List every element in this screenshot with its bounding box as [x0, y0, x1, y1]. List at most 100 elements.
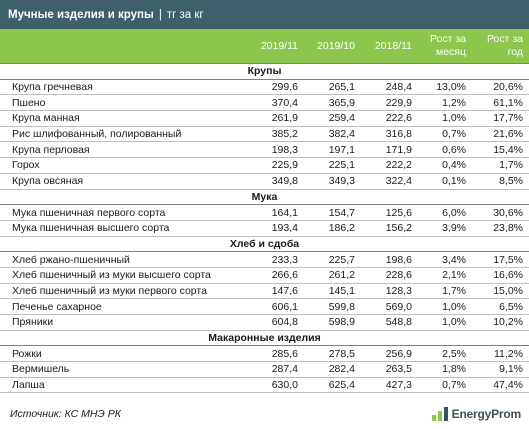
product-name: Пряники — [0, 314, 236, 331]
price-2019-10: 225,7 — [298, 251, 355, 268]
price-2019-11: 604,8 — [236, 314, 298, 331]
month-growth: 3,9% — [412, 220, 466, 237]
table-row: Хлеб пшеничный из муки первого сорта 147,… — [0, 283, 529, 300]
row-padding — [523, 298, 529, 315]
price-2019-10: 186,2 — [298, 220, 355, 237]
column-header-2019-11: 2019/11 — [260, 39, 298, 52]
product-name: Хлеб ржано-пшеничный — [0, 251, 236, 268]
year-growth: 6,5% — [466, 298, 523, 315]
product-name: Крупа перловая — [0, 141, 236, 159]
price-2018-11: 128,3 — [355, 283, 412, 300]
column-header-2018-11: 2018/11 — [374, 39, 412, 52]
product-name: Крупа гречневая — [0, 79, 236, 96]
month-growth: 0,6% — [412, 141, 466, 159]
table-title: Мучные изделия и крупы — [8, 8, 154, 21]
table-row: Горох 225,9 225,1 222,2 0,4% 1,7% — [0, 157, 529, 174]
month-growth: 1,0% — [412, 314, 466, 331]
month-growth: 3,4% — [412, 251, 466, 268]
table-row: Мука пшеничная высшего сорта 193,4 186,2 15… — [0, 220, 529, 237]
month-growth: 0,1% — [412, 173, 466, 190]
section-title: Хлеб и сдоба — [0, 235, 529, 253]
row-padding — [523, 79, 529, 96]
product-name: Пшено — [0, 94, 236, 112]
price-2019-11: 287,4 — [236, 361, 298, 378]
row-padding — [523, 157, 529, 174]
column-header-2019-10: 2019/10 — [317, 39, 355, 52]
price-2019-10: 625,4 — [298, 377, 355, 394]
row-padding — [523, 377, 529, 394]
row-padding — [523, 267, 529, 284]
price-2019-11: 225,9 — [236, 157, 298, 174]
price-2019-10: 261,2 — [298, 267, 355, 284]
price-2019-11: 285,6 — [236, 345, 298, 363]
logo-text: EnergyProm — [451, 407, 522, 421]
energyprom-logo: EnergyProm — [431, 406, 521, 422]
table-row: Лапша 630,0 625,4 427,3 0,7% 47,4% — [0, 377, 529, 394]
price-2019-10: 145,1 — [298, 283, 355, 300]
year-growth: 47,4% — [466, 377, 523, 394]
energyprom-logo-icon — [431, 407, 448, 421]
product-name: Горох — [0, 157, 236, 174]
price-2019-11: 233,3 — [236, 251, 298, 268]
month-growth: 2,5% — [412, 345, 466, 363]
price-2018-11: 171,9 — [355, 141, 412, 159]
table-row: Хлеб ржано-пшеничный 233,3 225,7 198,6 3,4% 1… — [0, 251, 529, 268]
year-growth: 61,1% — [466, 94, 523, 112]
price-2018-11: 125,6 — [355, 204, 412, 221]
table-row: Крупа овсяная 349,8 349,3 322,4 0,1% 8,5% — [0, 173, 529, 190]
product-name: Печенье сахарное — [0, 298, 236, 315]
table-row: Крупа перловая 198,3 197,1 171,9 0,6% 15,4% — [0, 141, 529, 159]
month-growth: 1,2% — [412, 94, 466, 112]
prices-table: Крупы Крупа гречневая 299,6 265,1 248,4 13,0%… — [0, 63, 529, 394]
table-row: Крупа манная 261,9 259,4 222,6 1,0% 17,7% — [0, 110, 529, 127]
month-growth: 1,8% — [412, 361, 466, 378]
price-2019-11: 198,3 — [236, 141, 298, 159]
price-2018-11: 198,6 — [355, 251, 412, 268]
section-title: Макаронные изделия — [0, 329, 529, 347]
year-growth: 20,6% — [466, 79, 523, 96]
year-growth: 21,6% — [466, 126, 523, 143]
price-2018-11: 263,5 — [355, 361, 412, 378]
table-row: Рожки 285,6 278,5 256,9 2,5% 11,2% — [0, 345, 529, 363]
row-padding — [523, 141, 529, 159]
product-name: Хлеб пшеничный из муки высшего сорта — [0, 267, 236, 284]
price-2019-11: 299,6 — [236, 79, 298, 96]
price-2019-11: 266,6 — [236, 267, 298, 284]
section-header-row: Макаронные изделия — [0, 329, 529, 347]
price-2019-11: 630,0 — [236, 377, 298, 394]
price-2019-11: 261,9 — [236, 110, 298, 127]
month-growth: 2,1% — [412, 267, 466, 284]
section-title: Мука — [0, 188, 529, 206]
price-2018-11: 222,2 — [355, 157, 412, 174]
section-header-row: Крупы — [0, 63, 529, 80]
row-padding — [523, 220, 529, 237]
year-growth: 10,2% — [466, 314, 523, 331]
price-2019-10: 265,1 — [298, 79, 355, 96]
price-2018-11: 248,4 — [355, 79, 412, 96]
price-2019-10: 197,1 — [298, 141, 355, 159]
year-growth: 15,0% — [466, 283, 523, 300]
price-2018-11: 228,6 — [355, 267, 412, 284]
title-separator: | — [158, 8, 162, 21]
year-growth: 1,7% — [466, 157, 523, 174]
product-name: Мука пшеничная первого сорта — [0, 204, 236, 221]
year-growth: 17,7% — [466, 110, 523, 127]
year-growth: 8,5% — [466, 173, 523, 190]
price-2018-11: 322,4 — [355, 173, 412, 190]
table-row: Хлеб пшеничный из муки высшего сорта 266,… — [0, 267, 529, 284]
product-name: Вермишель — [0, 361, 236, 378]
table-title-bar: Мучные изделия и крупы | тг за кг — [0, 0, 529, 29]
section-header-row: Хлеб и сдоба — [0, 235, 529, 253]
table-row: Мука пшеничная первого сорта 164,1 154,7 12… — [0, 204, 529, 221]
column-header-row: 2019/11 2019/10 2018/11 Рост за месяц Ро… — [0, 29, 529, 63]
price-2018-11: 229,9 — [355, 94, 412, 112]
section-header-row: Мука — [0, 188, 529, 206]
product-name: Рис шлифованный, полированный — [0, 126, 236, 143]
month-growth: 1,0% — [412, 298, 466, 315]
source-note: Источник: КС МНЭ РК — [10, 408, 121, 420]
price-2018-11: 156,2 — [355, 220, 412, 237]
price-2019-11: 147,6 — [236, 283, 298, 300]
price-2019-10: 598,9 — [298, 314, 355, 331]
year-growth: 15,4% — [466, 141, 523, 159]
price-2019-11: 349,8 — [236, 173, 298, 190]
